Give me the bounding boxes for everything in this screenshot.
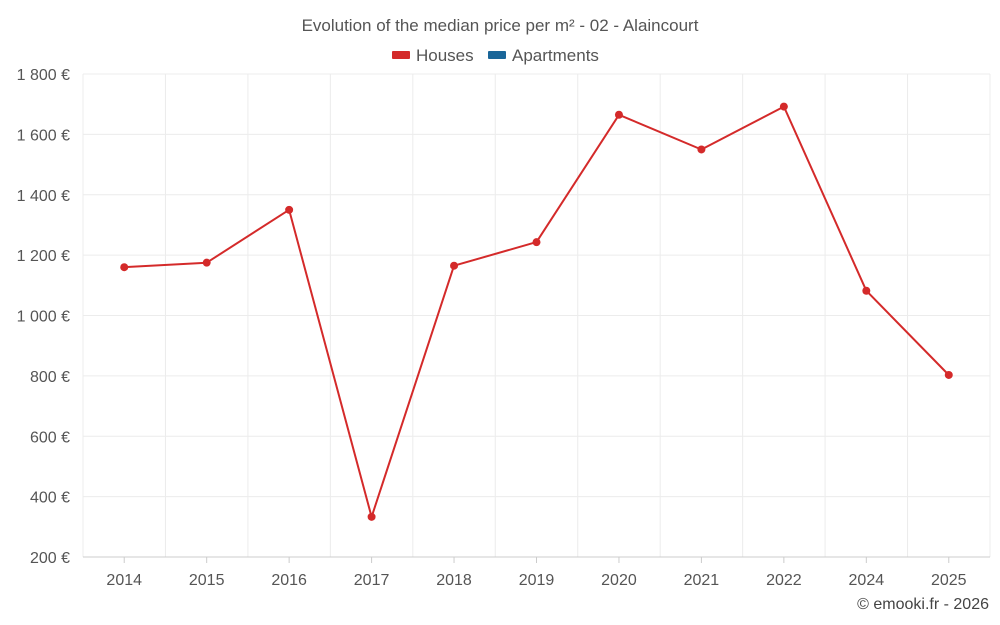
data-point-houses-2024[interactable]: [862, 286, 871, 295]
y-tick-label: 400 €: [30, 490, 70, 507]
legend-item-houses[interactable]: Houses: [392, 46, 474, 65]
legend: Houses Apartments: [392, 46, 599, 65]
data-point-houses-2016[interactable]: [285, 205, 294, 214]
chart-title: Evolution of the median price per m² - 0…: [302, 16, 699, 35]
data-point-houses-2025[interactable]: [944, 370, 953, 379]
y-tick-label: 1 800 €: [17, 67, 70, 84]
x-tick-label: 2015: [189, 572, 225, 589]
data-point-houses-2017[interactable]: [367, 512, 376, 521]
x-axis-ticks: 2014 2015 2016 2017 2018 2019 2020 2021 2022 2024…: [106, 557, 967, 589]
y-tick-label: 1 400 €: [17, 188, 70, 205]
data-point-houses-2018[interactable]: [450, 261, 459, 270]
x-tick-label: 2024: [849, 572, 885, 589]
x-tick-label: 2022: [766, 572, 802, 589]
legend-label-apartments: Apartments: [512, 46, 599, 65]
y-tick-label: 600 €: [30, 429, 70, 446]
legend-item-apartments[interactable]: Apartments: [488, 46, 599, 65]
x-tick-label: 2021: [684, 572, 720, 589]
y-tick-label: 1 200 €: [17, 248, 70, 265]
data-point-houses-2014[interactable]: [120, 263, 129, 272]
x-tick-label: 2018: [436, 572, 472, 589]
y-tick-label: 1 600 €: [17, 127, 70, 144]
x-tick-label: 2025: [931, 572, 967, 589]
grid-layer: [82, 73, 991, 557]
data-point-houses-2020[interactable]: [614, 110, 623, 119]
legend-label-houses: Houses: [416, 46, 474, 65]
y-tick-label: 200 €: [30, 550, 70, 567]
data-point-houses-2022[interactable]: [779, 102, 788, 111]
x-tick-label: 2016: [271, 572, 307, 589]
legend-swatch-houses: [392, 51, 410, 59]
x-tick-label: 2019: [519, 572, 555, 589]
x-tick-label: 2014: [106, 572, 142, 589]
data-point-houses-2019[interactable]: [532, 238, 541, 247]
y-tick-label: 800 €: [30, 369, 70, 386]
y-axis-ticks: 200 € 400 € 600 € 800 € 1 000 € 1 200 € 1 400 …: [17, 67, 70, 567]
y-tick-label: 1 000 €: [17, 309, 70, 326]
series-layer: [120, 102, 953, 521]
credit-text: © emooki.fr - 2026: [857, 596, 989, 613]
data-point-houses-2015[interactable]: [202, 258, 211, 267]
x-tick-label: 2020: [601, 572, 637, 589]
x-tick-label: 2017: [354, 572, 390, 589]
data-point-houses-2021[interactable]: [697, 145, 706, 154]
legend-swatch-apartments: [488, 51, 506, 59]
